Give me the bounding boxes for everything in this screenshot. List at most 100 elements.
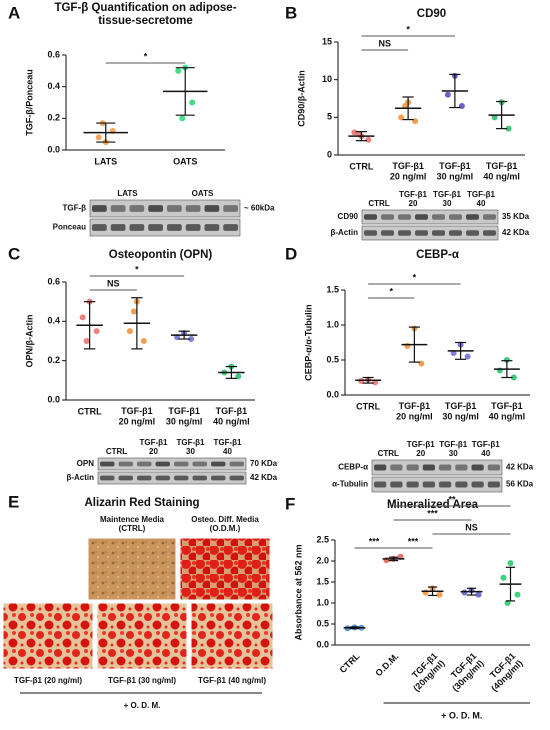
row-label: β-Actin [66, 473, 94, 482]
lane-label: TGF-β1 30 [177, 438, 206, 456]
significance-label: ** [448, 494, 456, 504]
row-label: OPN [77, 459, 95, 468]
y-tick-label: 0.0 [326, 389, 339, 399]
blot-band [229, 475, 244, 481]
blot-band [167, 224, 182, 231]
blot-band [483, 230, 496, 236]
panel: C Osteopontin (OPN) OPN/β-Actin 0.0 0.2 0.4 0.… [8, 244, 278, 485]
y-tick-label: 0.2 [47, 355, 60, 365]
data-point [188, 336, 195, 343]
blot-band [137, 461, 152, 467]
x-tick-label: CTRL [78, 406, 102, 416]
data-point [355, 130, 362, 137]
blot-band [471, 481, 484, 488]
lane-label: TGF-β1 40 [472, 440, 501, 458]
data-point [126, 328, 133, 335]
x-tick-label: CTRL [349, 161, 373, 171]
panel-title: Osteopontin (OPN) [109, 249, 213, 261]
micrograph [96, 602, 188, 670]
lane-label: TGF-β1 20 [140, 438, 169, 456]
blot-band [381, 230, 394, 236]
blot-band [422, 481, 435, 488]
blot-band [455, 481, 468, 488]
blot-band [374, 481, 387, 488]
y-tick-label: 0.0 [316, 639, 329, 649]
blot-band [100, 461, 115, 467]
size-label: 35 KDa [502, 212, 530, 221]
blot-band [390, 464, 403, 471]
significance-label: NS [107, 278, 120, 288]
significance-label: * [406, 24, 410, 34]
y-tick-label: 0 [327, 149, 332, 159]
lane-label: TGF-β1 20 [407, 440, 436, 458]
data-point [79, 314, 86, 321]
panel-letter: F [285, 494, 295, 513]
blot-band [422, 464, 435, 471]
y-tick-label: 15 [322, 36, 332, 46]
panel-letter: B [285, 3, 297, 22]
lane-label: CTRL [378, 449, 399, 458]
row-label: CEBP-α [338, 463, 368, 472]
blot-band [185, 224, 201, 231]
lane-label: TGF-β1 20 [399, 190, 428, 208]
panel: F Mineralized Area Absorbance at 562 nm 0.0… [285, 494, 530, 720]
panel-title: TGF-β Quantification on adipose-tissue-s… [54, 2, 236, 27]
blot-band [439, 481, 452, 488]
size-label: 42 KDa [502, 228, 530, 237]
x-tick-label: TGF-β1 30 ng/ml [442, 401, 479, 421]
data-point [365, 136, 372, 143]
blot-band [192, 461, 207, 467]
size-label: 42 KDa [250, 473, 278, 482]
blot-band [432, 214, 445, 220]
image-label: TGF-β1 (20 ng/ml) [14, 676, 82, 685]
size-label: 56 KDa [506, 480, 534, 489]
blot-band [406, 464, 419, 471]
blot-band [100, 475, 115, 481]
group-label: + O. D. M. [441, 710, 482, 720]
significance-label: * [144, 51, 148, 61]
x-tick-label: TGF-β1 40 ng/ml [213, 406, 250, 426]
y-axis-label: OPN/β-Actin [24, 315, 34, 368]
y-tick-label: 1.5 [326, 284, 339, 294]
y-axis-label: TGF-β/Ponceau [24, 69, 34, 136]
blot-band [137, 475, 152, 481]
micrograph [179, 537, 271, 601]
significance-label: * [413, 272, 417, 282]
x-tick-label: TGF-β1(30ng/ml) [443, 651, 486, 694]
lane-label: OATS [192, 189, 214, 198]
x-tick-label: CTRL [356, 401, 380, 411]
panel-letter: D [285, 244, 297, 263]
image-label: Osteo. Diff. Media (O.D.M.) [191, 515, 259, 533]
blot-band [455, 464, 468, 471]
significance-label: *** [408, 536, 419, 546]
blot-band [204, 205, 220, 212]
significance-label: * [135, 264, 139, 274]
micrograph [2, 602, 94, 670]
panel-letter: C [8, 244, 20, 263]
lane-label: LATS [117, 189, 138, 198]
blot-band [174, 461, 189, 467]
blot-band [110, 224, 126, 231]
blot-band [129, 205, 145, 212]
y-tick-label: 2.5 [316, 534, 329, 544]
row-label: β-Actin [330, 228, 358, 237]
blot-band [364, 230, 377, 236]
data-point [83, 338, 90, 344]
blot-strip [361, 225, 499, 241]
blot-strip [371, 476, 503, 493]
x-tick-label: TGF-β1 40 ng/ml [483, 161, 520, 181]
size-label: ~ 60kDa [244, 204, 275, 213]
blot-strip [361, 209, 499, 225]
blot-band [110, 205, 126, 212]
x-tick-label: TGF-β1(20ng/ml) [404, 651, 447, 694]
blot-strip [97, 457, 247, 471]
blot-band [118, 475, 133, 481]
x-tick-label: LATS [94, 156, 117, 166]
y-tick-label: 2.0 [316, 555, 329, 565]
blot-band [229, 461, 244, 467]
data-point [95, 134, 102, 141]
y-tick-label: 0.5 [326, 354, 339, 364]
x-tick-label: O.D.M. [373, 651, 400, 678]
blot-band [118, 461, 133, 467]
blot-band [471, 464, 484, 471]
